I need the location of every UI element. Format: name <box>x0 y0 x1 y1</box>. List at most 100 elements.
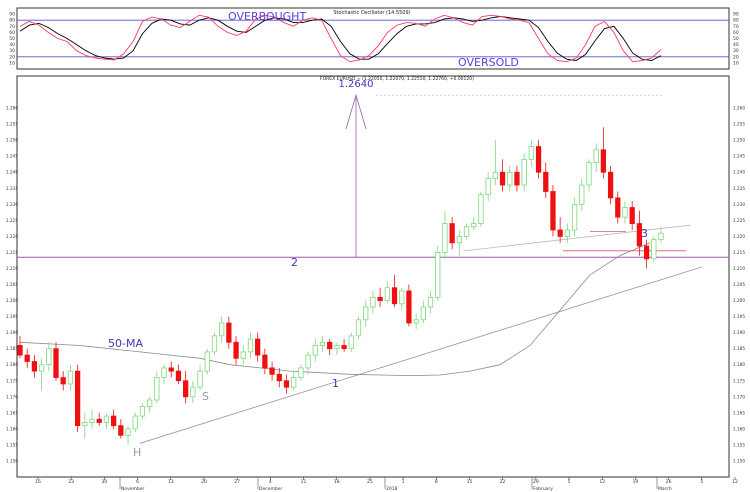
candlestick <box>38 358 45 391</box>
month-label: February <box>533 486 553 492</box>
candlestick <box>600 127 607 179</box>
candle-body <box>528 146 534 160</box>
candlestick <box>651 236 657 263</box>
candlestick <box>319 335 326 352</box>
stochastic-d-line <box>19 16 662 61</box>
date-tick-label: 8 <box>435 479 438 485</box>
price-tick-label: 1.240 <box>733 170 745 175</box>
candle-body <box>132 415 138 430</box>
candlestick <box>499 159 506 192</box>
candle-body <box>197 370 203 388</box>
point-1-label: 1 <box>332 377 339 390</box>
candlestick <box>535 140 542 179</box>
price-tick-label: 1.180 <box>733 362 745 367</box>
overbought-label: OVERBOUGHT <box>228 10 306 23</box>
candle-body <box>118 425 124 436</box>
price-tick-label: 1.165 <box>733 410 745 415</box>
candlestick <box>643 239 650 269</box>
candlestick <box>615 191 621 224</box>
date-tick-label: 18 <box>334 479 340 485</box>
candle-body <box>154 377 160 401</box>
candle-body <box>507 171 513 186</box>
date-tick-label: 6 <box>136 479 139 485</box>
candle-body <box>442 223 448 253</box>
price-tick-label: 1.255 <box>6 122 18 127</box>
stochastic-tick-label: 90 <box>733 12 739 18</box>
price-tick-label: 1.150 <box>733 458 745 463</box>
stochastic-tick-label: 60 <box>9 30 15 36</box>
price-tick-label: 1.245 <box>733 154 745 159</box>
stochastic-tick-label: 10 <box>9 60 15 66</box>
candle-body <box>456 235 462 244</box>
candlestick <box>341 339 347 352</box>
stochastic-tick-label: 90 <box>9 12 15 18</box>
price-tick-label: 1.200 <box>733 298 745 303</box>
stochastic-tick-label: 80 <box>733 18 739 24</box>
stochastic-tick-label: 60 <box>733 30 739 36</box>
candle-body <box>579 184 585 205</box>
date-tick-label: 19 <box>633 479 639 485</box>
price-tick-label: 1.255 <box>733 122 745 127</box>
ma-label: 50-MA <box>108 337 143 350</box>
candle-body <box>38 364 45 372</box>
date-tick-label: 29 <box>533 479 539 485</box>
month-labels: November December 2018 February March <box>119 477 672 492</box>
candlestick <box>391 274 398 307</box>
candle-body <box>67 370 74 385</box>
price-tick-label: 1.195 <box>6 314 18 319</box>
candle-body <box>147 399 153 407</box>
oversold-label: OVERSOLD <box>458 56 519 69</box>
stochastic-title: Stochastic Oscillator (14.5509) <box>333 10 410 16</box>
stochastic-tick-label: 80 <box>9 18 15 24</box>
candle-body <box>17 345 23 356</box>
candle-body <box>276 373 282 382</box>
candlestick <box>514 165 520 192</box>
stochastic-tick-label: 20 <box>733 54 739 60</box>
price-tick-label: 1.175 <box>6 378 18 383</box>
candlestick <box>24 348 30 368</box>
candlestick <box>507 165 513 192</box>
candle-body <box>211 335 218 353</box>
date-tick-label: 11 <box>301 479 307 485</box>
price-tick-label: 1.160 <box>6 426 18 431</box>
candlestick <box>31 355 38 378</box>
candle-body <box>406 290 412 324</box>
candlestick <box>478 191 484 227</box>
candlestick <box>276 367 282 388</box>
price-tick-label: 1.225 <box>733 218 745 223</box>
price-tick-label: 1.185 <box>733 346 745 351</box>
chart-annotations: 1.2640 2 1 3 S H 50-MA <box>108 79 648 459</box>
date-tick-label: 12 <box>732 479 738 485</box>
candlestick <box>406 284 412 327</box>
price-tick-label: 1.185 <box>6 346 18 351</box>
candlestick <box>370 290 376 314</box>
candle-body <box>420 306 426 321</box>
candlestick <box>521 152 527 192</box>
candle-body <box>471 223 477 228</box>
price-tick-label: 1.245 <box>6 154 18 159</box>
candlestick <box>298 364 304 381</box>
candle-body <box>46 348 52 366</box>
candlestick <box>240 345 246 365</box>
candle-body <box>427 296 434 308</box>
price-tick-label: 1.190 <box>733 330 745 335</box>
candlestick <box>550 185 556 237</box>
candle-body <box>255 338 261 356</box>
point-3-label: 3 <box>641 227 648 240</box>
candle-body <box>82 422 88 427</box>
candle-body <box>478 194 484 224</box>
candlestick <box>175 364 182 384</box>
price-frame <box>16 75 730 478</box>
candle-body <box>557 229 563 237</box>
price-tick-label: 1.200 <box>6 298 18 303</box>
candle-body <box>449 223 455 244</box>
stochastic-tick-label: 40 <box>733 42 739 48</box>
candlestick <box>607 165 614 205</box>
candle-body <box>348 335 354 350</box>
candle-body <box>283 380 290 388</box>
candle-body <box>305 354 311 369</box>
candle-body <box>247 338 254 353</box>
candle-body <box>586 162 592 186</box>
candle-body <box>564 229 571 237</box>
